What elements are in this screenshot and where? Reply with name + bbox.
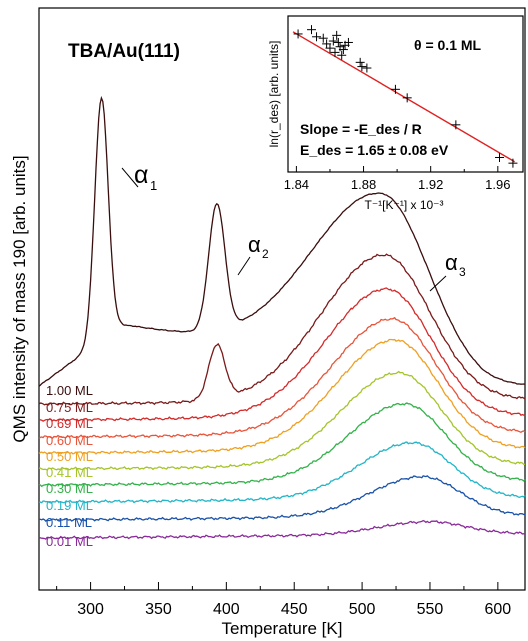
inset-data-point (390, 84, 400, 94)
inset-data-point (355, 57, 365, 67)
inset-data-point (338, 45, 348, 55)
svg-text:2: 2 (262, 247, 269, 261)
main-plot-frame (38, 7, 526, 591)
tpd-curve (38, 287, 526, 422)
inset-data-point (495, 152, 504, 162)
coverage-label: 0.60 ML (46, 433, 93, 448)
tpd-curve (38, 519, 525, 540)
inset-data-points (293, 25, 518, 168)
coverage-label: 1.00 ML (46, 383, 93, 398)
inset-fit-line (292, 31, 515, 163)
x-tick-label: 500 (349, 601, 376, 618)
x-tick-label: 550 (417, 601, 444, 618)
inset-x-tick-label: 1.88 (351, 177, 376, 192)
inset-data-point (343, 37, 353, 47)
svg-text:α: α (248, 232, 261, 257)
inset-data-point (333, 37, 343, 47)
inset-data-point (307, 25, 316, 35)
x-tick-label: 400 (213, 601, 240, 618)
inset-data-point (330, 47, 340, 57)
inset-data-point (312, 32, 322, 42)
coverage-label: 0.69 ML (46, 416, 93, 431)
tpd-curve (38, 253, 526, 406)
svg-text:α: α (445, 250, 458, 275)
tpd-curve (38, 402, 526, 488)
inset-data-point (332, 30, 342, 40)
peak-label-alpha1: α 1 (121, 161, 157, 193)
coverage-label: 0.11 ML (46, 515, 92, 530)
inset-data-point (362, 63, 372, 73)
x-tick-label: 350 (145, 601, 172, 618)
svg-text:3: 3 (459, 265, 466, 279)
coverage-labels: 1.00 ML 0.75 ML0.69 ML 0.60 ML0.50 ML0.41 … (46, 383, 93, 549)
inset-energy-annotation: E_des = 1.65 ± 0.08 eV (300, 142, 449, 158)
inset-x-ticks: 1.84 1.88 1.92 1.96 (284, 166, 510, 192)
inset-x-tick-label: 1.96 (485, 177, 510, 192)
coverage-label: 0.19 ML (46, 498, 93, 513)
x-axis-label: Temperature [K] (222, 619, 343, 638)
x-tick-label: 300 (77, 601, 104, 618)
inset-theta-label: θ = 0.1 ML (414, 37, 482, 53)
inset-data-point (451, 120, 461, 130)
inset-x-tick-label: 1.92 (418, 177, 443, 192)
tpd-curves (38, 95, 526, 540)
tpd-curve (38, 370, 526, 471)
tpd-curve (38, 338, 526, 455)
x-tick-label: 450 (281, 601, 308, 618)
tpd-curve (38, 441, 526, 504)
inset-data-point (402, 93, 412, 103)
peak-label-alpha3: α 3 (429, 250, 466, 292)
inset-data-point (328, 36, 338, 46)
inset-x-tick-label: 1.84 (284, 177, 309, 192)
inset-data-point (337, 50, 347, 60)
coverage-label: 0.01 ML (46, 534, 93, 549)
tpd-curve (38, 316, 526, 439)
svg-text:α: α (134, 161, 148, 189)
inset-y-axis-label: ln(r_des) [arb. units] (267, 41, 281, 148)
inset-slope-annotation: Slope = -E_des / R (300, 121, 422, 137)
inset-data-point (325, 43, 335, 53)
main-x-ticks: 300 350 400 450 500 550 600 (56, 582, 511, 618)
inset-data-point (508, 158, 518, 168)
y-axis-label: QMS intensity of mass 190 [arb. units] (10, 155, 29, 442)
inset-data-point (357, 62, 367, 72)
inset-frame (287, 15, 524, 173)
x-tick-label: 600 (484, 601, 511, 618)
peak-label-alpha2: α 2 (237, 232, 269, 276)
coverage-label: 0.41 ML (46, 465, 93, 480)
inset-data-point (318, 33, 328, 43)
coverage-label: 0.75 ML (46, 400, 93, 415)
tpd-curve (38, 475, 526, 522)
coverage-label: 0.50 ML (46, 449, 93, 464)
tpd-curve (38, 95, 526, 387)
inset-data-point (293, 29, 303, 39)
svg-text:1: 1 (150, 178, 157, 193)
inset-x-axis-label: T⁻¹[K⁻¹] x 10⁻³ (364, 198, 443, 212)
chart-title: TBA/Au(111) (68, 41, 180, 62)
coverage-label: 0.30 ML (46, 481, 93, 496)
